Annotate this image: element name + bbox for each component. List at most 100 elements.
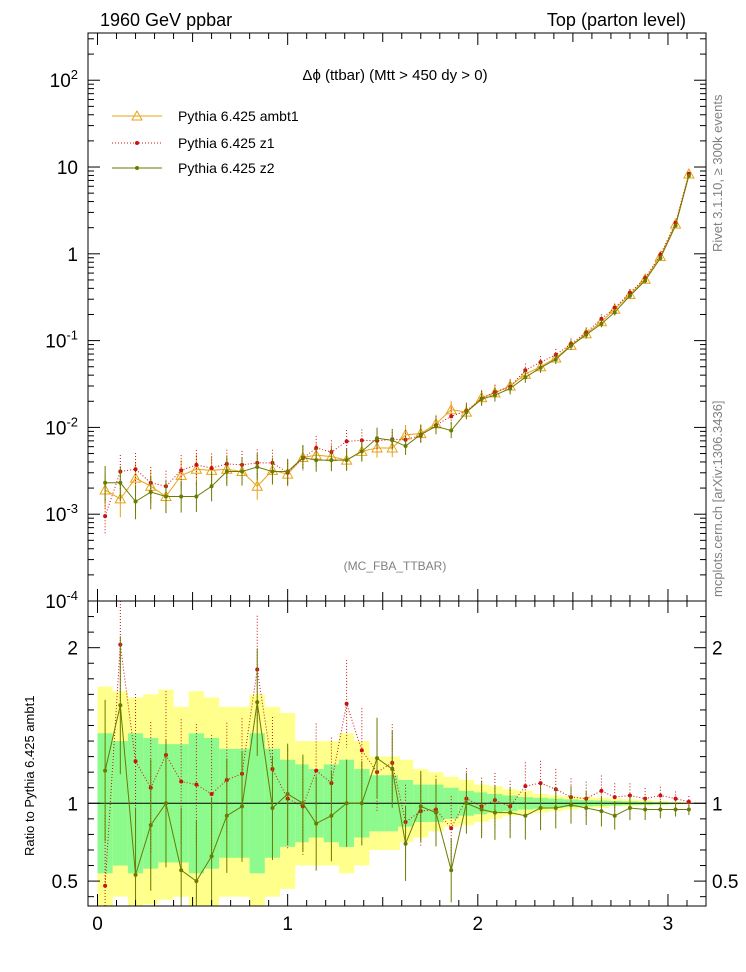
main-data-layer: [99, 168, 695, 536]
data-point: [129, 472, 142, 483]
series-line: [104, 173, 690, 517]
ratio-point: [673, 796, 678, 801]
data-point: [314, 458, 319, 463]
dot-marker-icon: [135, 166, 139, 170]
x-tick-label: 1: [282, 914, 293, 935]
y-tick-label: 10: [57, 158, 78, 179]
data-point: [449, 428, 454, 433]
ratio-point: [612, 795, 617, 800]
ratio-frame: [87, 600, 707, 907]
data-point: [643, 278, 648, 283]
legend-entry-z1: Pythia 6.425 z1: [112, 135, 275, 151]
data-point: [103, 480, 108, 485]
ratio-point: [329, 813, 334, 818]
y-tick-label: 102: [50, 67, 78, 92]
data-point: [508, 386, 513, 391]
ratio-point: [103, 883, 108, 888]
ratio-point: [314, 821, 319, 826]
x-tick-label: 2: [473, 914, 484, 935]
data-point: [194, 462, 199, 467]
data-point: [344, 439, 349, 444]
main-axes: 10-4 10-3 10-2 10-1 1 10 102: [45, 33, 706, 613]
data-point: [538, 365, 543, 370]
ratio-y-tick-label-right: 0.5: [712, 872, 738, 893]
ratio-y-tick-label: 2: [67, 639, 78, 660]
data-point: [270, 469, 275, 474]
ratio-point: [479, 807, 484, 812]
ratio-point: [403, 841, 408, 846]
ratio-point: [344, 701, 349, 706]
ratio-point: [194, 879, 199, 884]
ratio-y-tick-label: 1: [67, 794, 78, 815]
ratio-point: [344, 801, 349, 806]
data-point: [464, 410, 469, 415]
data-point: [300, 455, 305, 460]
data-point: [568, 343, 573, 348]
data-point: [190, 463, 203, 474]
data-point: [359, 438, 364, 443]
data-point: [118, 480, 123, 485]
data-point: [599, 321, 604, 326]
x-tick-label: 0: [92, 914, 103, 935]
legend-label-z2: Pythia 6.425 z2: [178, 160, 275, 176]
data-point: [209, 484, 214, 489]
plot-title: Δϕ (ttbar) (Mtt > 450 dy > 0): [302, 67, 487, 84]
data-point: [492, 393, 497, 398]
process-label: Top (parton level): [547, 10, 686, 30]
ratio-point: [103, 768, 108, 773]
data-point: [479, 397, 484, 402]
data-point: [209, 466, 214, 471]
ratio-point: [643, 796, 648, 801]
triangle-marker-icon: [131, 109, 143, 121]
series-line: [104, 173, 690, 500]
data-point: [639, 273, 652, 284]
ratio-axes: 0.5 0.5 1 1 2 2 0 1 2 3: [52, 601, 738, 935]
ratio-point: [449, 826, 454, 831]
ratio-point: [492, 810, 497, 815]
ratio-y-tick-label-right: 1: [712, 794, 723, 815]
data-point: [669, 218, 682, 229]
ratio-point: [133, 759, 138, 764]
analysis-label: (MC_FBA_TTBAR): [344, 559, 447, 573]
source-label: mcplots.cern.ch [arXiv:1306.3436]: [710, 400, 725, 597]
ratio-point: [359, 801, 364, 806]
ratio-point: [627, 793, 632, 798]
ratio-series-line: [104, 644, 690, 886]
data-point: [314, 445, 319, 450]
ratio-point: [584, 805, 589, 810]
legend-entry-z2: Pythia 6.425 z2: [112, 160, 275, 176]
energy-label: 1960 GeV ppbar: [100, 10, 232, 30]
ratio-point: [508, 810, 513, 815]
data-point: [103, 514, 108, 519]
ratio-point: [464, 801, 469, 806]
data-point: [133, 499, 138, 504]
data-point: [386, 441, 399, 453]
data-point: [194, 494, 199, 499]
ratio-point: [179, 779, 184, 784]
data-point: [133, 467, 138, 472]
ratio-point: [390, 767, 395, 772]
ratio-point: [163, 801, 168, 806]
data-point: [433, 424, 438, 429]
data-point: [179, 468, 184, 473]
data-point: [329, 458, 334, 463]
data-point: [251, 480, 264, 491]
series-line: [105, 175, 690, 503]
ratio-point: [599, 788, 604, 793]
ratio-point: [133, 872, 138, 877]
ratio-point: [673, 807, 678, 812]
x-tick-label: 3: [663, 914, 674, 935]
data-point: [371, 441, 383, 453]
data-point: [163, 494, 168, 499]
data-point: [114, 492, 127, 504]
ratio-point: [270, 805, 275, 810]
ratio-y-tick-label-right: 2: [712, 639, 723, 660]
data-point: [344, 458, 349, 463]
ratio-point: [240, 804, 245, 809]
y-tick-label: 10-1: [45, 328, 78, 353]
ratio-point: [686, 807, 691, 812]
ratio-point: [209, 791, 214, 796]
ratio-point: [194, 782, 199, 787]
ratio-point: [686, 799, 691, 804]
